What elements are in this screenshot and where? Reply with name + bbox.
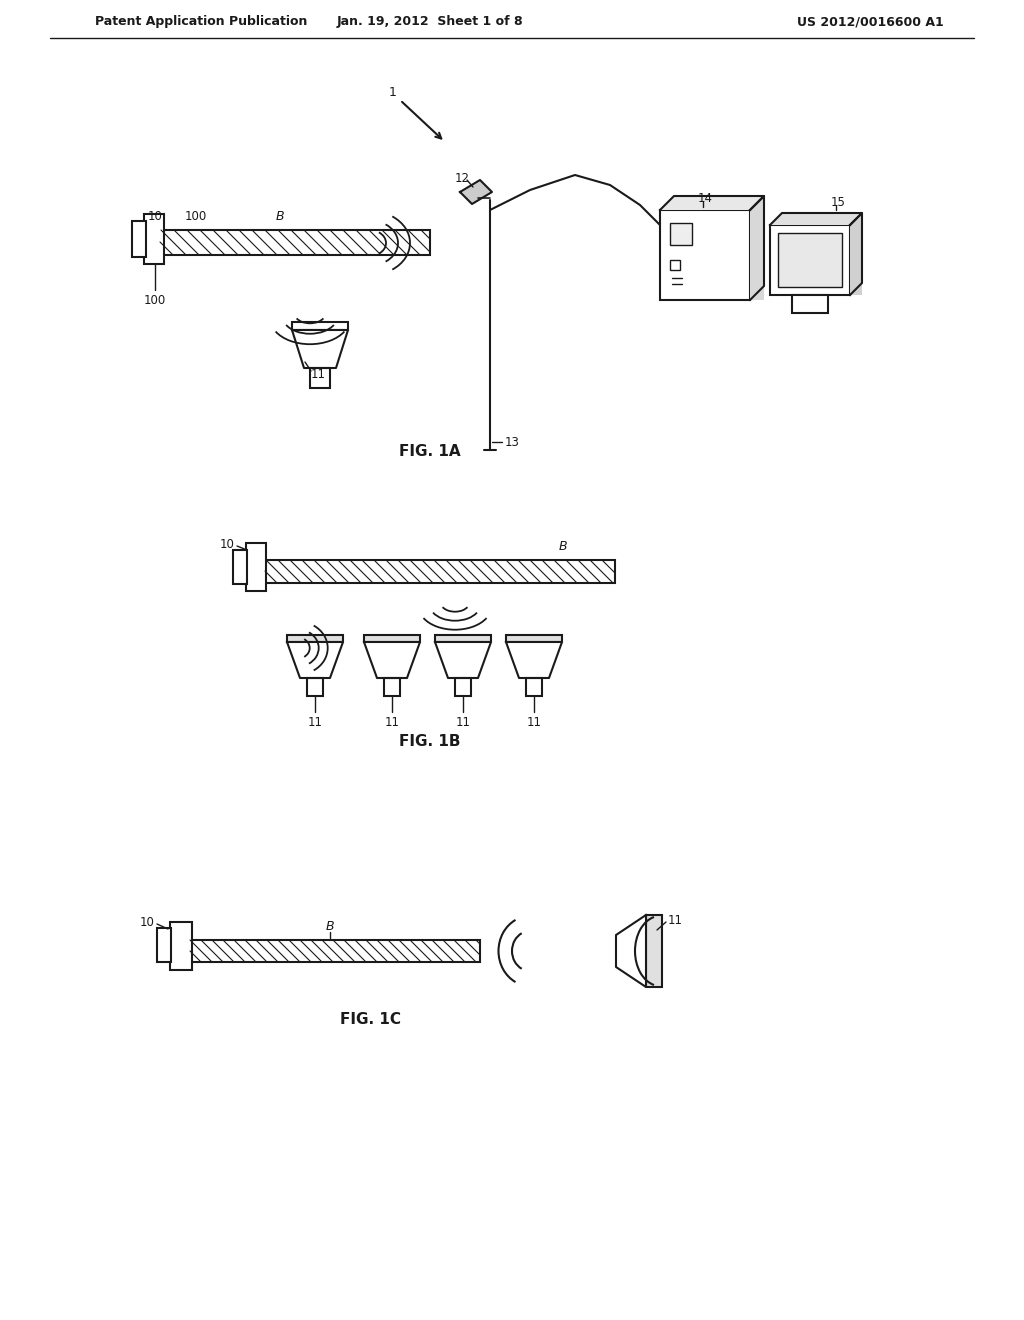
Text: 10: 10 (147, 210, 163, 223)
Bar (170, 921, 193, 970)
Bar (670, 260, 680, 271)
Bar (435, 635, 490, 642)
Bar (190, 940, 480, 962)
Bar (792, 294, 828, 313)
Bar (287, 635, 343, 642)
Polygon shape (660, 195, 764, 210)
Text: 100: 100 (144, 293, 166, 306)
Text: 11: 11 (456, 715, 470, 729)
Bar (307, 678, 323, 696)
Polygon shape (364, 642, 420, 678)
Text: Patent Application Publication: Patent Application Publication (95, 16, 307, 29)
Polygon shape (435, 642, 490, 678)
Text: 12: 12 (455, 172, 469, 185)
Text: 13: 13 (505, 436, 520, 449)
Text: 11: 11 (310, 368, 326, 381)
Text: B: B (559, 540, 567, 553)
Bar (506, 635, 562, 642)
Polygon shape (460, 180, 492, 205)
Bar (157, 928, 171, 962)
Text: FIG. 1C: FIG. 1C (340, 1012, 400, 1027)
Polygon shape (292, 330, 348, 368)
Bar (660, 210, 750, 300)
Bar (384, 678, 400, 696)
Text: 11: 11 (526, 715, 542, 729)
Text: US 2012/0016600 A1: US 2012/0016600 A1 (797, 16, 943, 29)
Bar (526, 678, 542, 696)
Bar (364, 635, 420, 642)
Text: FIG. 1B: FIG. 1B (399, 734, 461, 750)
Text: 11: 11 (668, 913, 683, 927)
Bar (670, 223, 692, 246)
Bar (144, 214, 164, 264)
Polygon shape (750, 195, 764, 300)
Text: Jan. 19, 2012  Sheet 1 of 8: Jan. 19, 2012 Sheet 1 of 8 (337, 16, 523, 29)
Bar (770, 224, 850, 294)
Text: 14: 14 (697, 191, 713, 205)
Bar (246, 543, 266, 591)
Polygon shape (506, 642, 562, 678)
Bar (292, 322, 348, 330)
Polygon shape (770, 213, 862, 224)
Bar (265, 560, 615, 583)
Bar (455, 678, 471, 696)
Polygon shape (616, 915, 646, 987)
Bar (646, 915, 662, 987)
Bar (233, 550, 247, 583)
Text: 11: 11 (384, 715, 399, 729)
Text: 1: 1 (389, 86, 397, 99)
Text: FIG. 1A: FIG. 1A (399, 445, 461, 459)
Bar (160, 230, 430, 255)
Polygon shape (850, 213, 862, 294)
Bar (132, 220, 146, 257)
Bar (778, 234, 842, 286)
Text: 11: 11 (307, 715, 323, 729)
Polygon shape (287, 642, 343, 678)
Text: 15: 15 (830, 195, 846, 209)
Bar (310, 368, 330, 388)
Text: 10: 10 (220, 537, 234, 550)
Text: B: B (326, 920, 334, 933)
Text: 100: 100 (185, 210, 207, 223)
Text: B: B (275, 210, 285, 223)
Text: 10: 10 (140, 916, 155, 928)
